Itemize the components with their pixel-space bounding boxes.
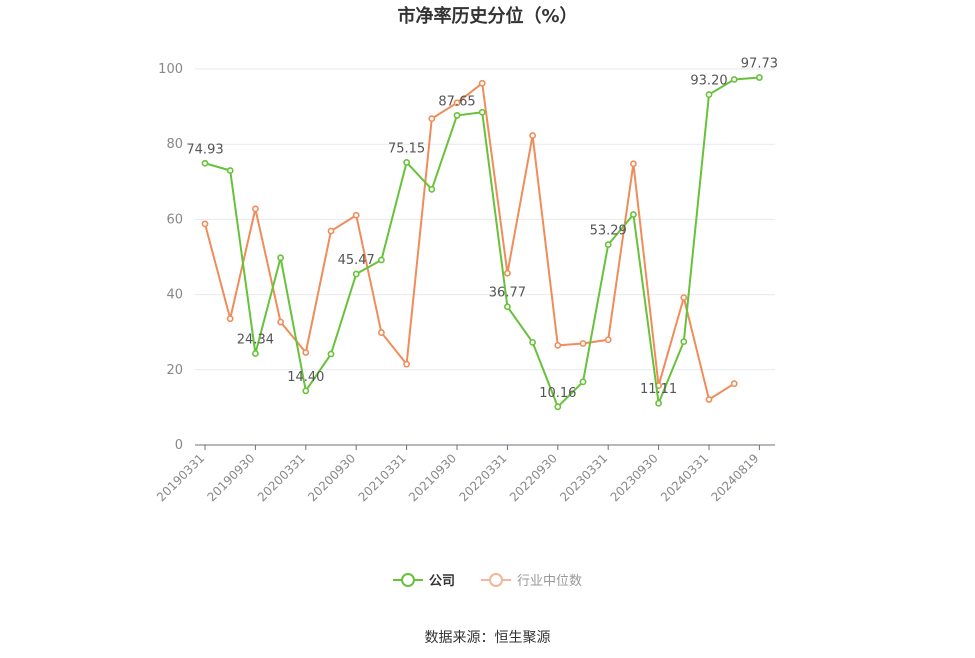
legend-item-company[interactable]: 公司 <box>392 570 455 589</box>
company-data-label: 75.15 <box>388 141 425 156</box>
x-tick-label: 20240819 <box>708 451 761 504</box>
industry-median-point <box>478 79 486 87</box>
company-data-label: 74.93 <box>186 142 223 157</box>
company-data-label: 11.11 <box>640 382 677 397</box>
company-line <box>204 76 760 408</box>
y-tick-label: 40 <box>166 288 183 303</box>
industry-median-point <box>428 115 436 123</box>
industry-median-point <box>201 220 209 228</box>
industry-median-point <box>277 318 284 326</box>
company-point <box>630 211 637 218</box>
company-point <box>428 185 436 193</box>
company-data-label: 36.77 <box>489 286 526 301</box>
company-point <box>377 256 385 264</box>
legend-swatch-company-icon <box>392 572 423 587</box>
x-tick-label: 20200930 <box>305 451 358 504</box>
x-tick-label: 20230331 <box>557 451 610 504</box>
x-tick-label: 20190331 <box>154 451 207 504</box>
industry-median-line <box>204 82 735 401</box>
company-data-label: 93.20 <box>690 74 727 89</box>
y-tick-label: 20 <box>166 363 183 378</box>
company-point <box>251 350 259 357</box>
company-point <box>327 350 335 358</box>
chart-title: 市净率历史分位（%） <box>397 6 578 27</box>
industry-median-point <box>579 340 587 347</box>
company-point <box>201 159 209 167</box>
x-tick-label: 20210930 <box>406 451 459 504</box>
company-point <box>453 112 461 119</box>
company-point <box>554 403 562 411</box>
industry-median-point <box>352 211 360 219</box>
industry-median-point <box>604 336 612 344</box>
company-point <box>226 167 234 174</box>
company-data-label: 14.40 <box>287 370 324 385</box>
legend: 公司 行业中位数 <box>0 570 975 589</box>
y-tick-label: 80 <box>166 137 183 152</box>
y-tick-label: 100 <box>158 62 183 77</box>
industry-median-point <box>302 349 310 356</box>
y-tick-label: 0 <box>175 438 183 453</box>
legend-item-industry-median[interactable]: 行业中位数 <box>481 570 582 589</box>
industry-median-point <box>226 315 234 323</box>
company-point <box>403 159 410 166</box>
company-data-label: 10.16 <box>539 386 576 401</box>
company-data-label: 24.34 <box>237 332 274 347</box>
industry-median-point <box>705 396 713 403</box>
y-tick-label: 60 <box>166 212 183 227</box>
company-point <box>302 387 310 395</box>
line-chart: 0 20 40 60 80 100 2019033120190930202003312020… <box>154 57 778 505</box>
industry-median-point <box>630 160 637 168</box>
legend-label-industry-median: 行业中位数 <box>517 574 583 589</box>
industry-median-point <box>503 269 511 277</box>
industry-median-point <box>680 294 688 302</box>
x-tick-label: 20220930 <box>507 451 560 504</box>
company-point <box>478 108 486 116</box>
industry-median-point <box>453 99 461 107</box>
x-tick-label: 20190930 <box>204 451 257 504</box>
company-point <box>680 338 688 345</box>
company-point <box>705 91 713 98</box>
company-point <box>579 378 587 386</box>
industry-median-point <box>403 360 410 368</box>
company-point <box>503 303 511 311</box>
industry-median-point <box>251 205 259 213</box>
x-tick-label: 20230930 <box>608 451 661 504</box>
industry-median-point <box>529 132 536 139</box>
company-point <box>529 338 536 346</box>
company-point <box>604 241 612 249</box>
industry-median-point <box>730 380 738 388</box>
company-point <box>730 76 738 83</box>
data-source: 数据来源：恒生聚源 <box>424 630 551 646</box>
company-point <box>655 399 662 407</box>
legend-swatch-industry-icon <box>481 572 511 587</box>
company-point <box>277 254 284 262</box>
industry-median-point <box>377 329 385 336</box>
company-point <box>756 74 763 81</box>
company-data-label: 45.47 <box>338 253 375 268</box>
company-data-label: 53.29 <box>590 224 627 239</box>
x-tick-label: 20220331 <box>456 451 509 504</box>
company-data-label: 87.65 <box>438 94 475 109</box>
x-tick-label: 20200331 <box>255 451 308 504</box>
x-tick-label: 20210331 <box>356 451 409 504</box>
company-point <box>352 270 360 278</box>
x-tick-label: 20240331 <box>658 451 711 504</box>
industry-median-point <box>554 341 562 349</box>
company-data-label: 97.73 <box>741 57 778 72</box>
legend-label-company: 公司 <box>428 574 455 589</box>
industry-median-point <box>327 227 335 235</box>
